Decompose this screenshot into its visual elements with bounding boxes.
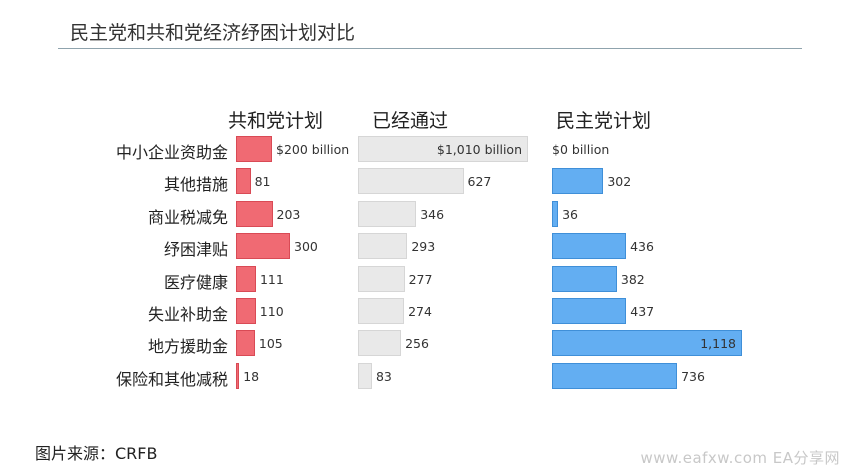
bar-rep [236, 330, 255, 357]
panel-header-dem: 民主党计划 [556, 110, 652, 132]
bar-rep [236, 136, 272, 162]
bar-pas [358, 330, 402, 357]
bar-dem [552, 298, 627, 324]
value-label-dem: 736 [681, 368, 705, 384]
bar-pas [358, 233, 408, 260]
value-label-dem: 437 [630, 304, 655, 319]
category-label: 纾困津贴 [163, 240, 228, 260]
bar-dem [552, 362, 678, 389]
category-label: 商业税减免 [147, 207, 228, 227]
bar-dem [552, 265, 617, 292]
value-label-pas: 293 [411, 239, 436, 255]
value-label-pas: $1,010 billion [436, 142, 522, 157]
value-label-rep: 105 [258, 336, 283, 352]
value-label-dem: 36 [562, 206, 579, 222]
bar-pas [358, 265, 405, 292]
bar-rep [236, 298, 256, 324]
value-label-rep: 203 [276, 206, 301, 222]
category-label: 地方援助金 [147, 337, 228, 357]
value-label-rep: 18 [243, 368, 260, 384]
bar-rep [236, 233, 290, 260]
bar-dem [552, 330, 742, 357]
value-label-dem: 382 [620, 271, 645, 287]
bar-rep [236, 362, 240, 389]
value-label-pas: 627 [467, 174, 492, 190]
value-label-dem: 302 [607, 174, 632, 190]
value-label-rep: 300 [294, 239, 318, 255]
bar-pas [358, 168, 464, 195]
bar-pas [358, 298, 405, 324]
bar-rep [236, 265, 256, 292]
category-label: 其他措施 [163, 175, 228, 195]
category-label: 保险和其他减税 [115, 369, 228, 389]
value-label-pas: 346 [420, 206, 445, 222]
value-label-pas: 256 [405, 336, 429, 352]
value-label-rep: $200 billion [276, 142, 350, 157]
panel-header-rep: 共和党计划 [228, 110, 324, 132]
title-divider [58, 48, 802, 49]
value-label-dem: 436 [630, 239, 654, 255]
value-label-pas: 83 [375, 368, 392, 384]
chart-title: 民主党和共和党经济纾困计划对比 [70, 22, 356, 44]
value-label-rep: 81 [254, 174, 271, 190]
category-label: 医疗健康 [163, 272, 228, 292]
bar-pas [358, 200, 417, 227]
bar-rep [236, 200, 273, 227]
category-label: 失业补助金 [147, 305, 228, 324]
watermark: www.eafxw.com EA分享网 [640, 449, 840, 467]
value-label-pas: 274 [408, 304, 432, 319]
bar-rep [236, 168, 251, 195]
panel-header-pas: 已经通过 [372, 110, 449, 132]
source-note: 图片来源：CRFB [35, 444, 158, 463]
bar-dem [552, 168, 604, 195]
value-label-rep: 110 [259, 304, 284, 319]
bar-pas [358, 136, 528, 162]
value-label-rep: 111 [259, 271, 284, 287]
value-label-dem: $0 billion [552, 142, 610, 157]
value-label-dem: 1,118 [700, 336, 736, 352]
value-label-pas: 277 [408, 271, 433, 287]
category-label: 中小企业资助金 [115, 143, 228, 162]
bar-pas [358, 362, 372, 389]
bar-dem [552, 200, 559, 227]
bar-dem [552, 233, 627, 260]
